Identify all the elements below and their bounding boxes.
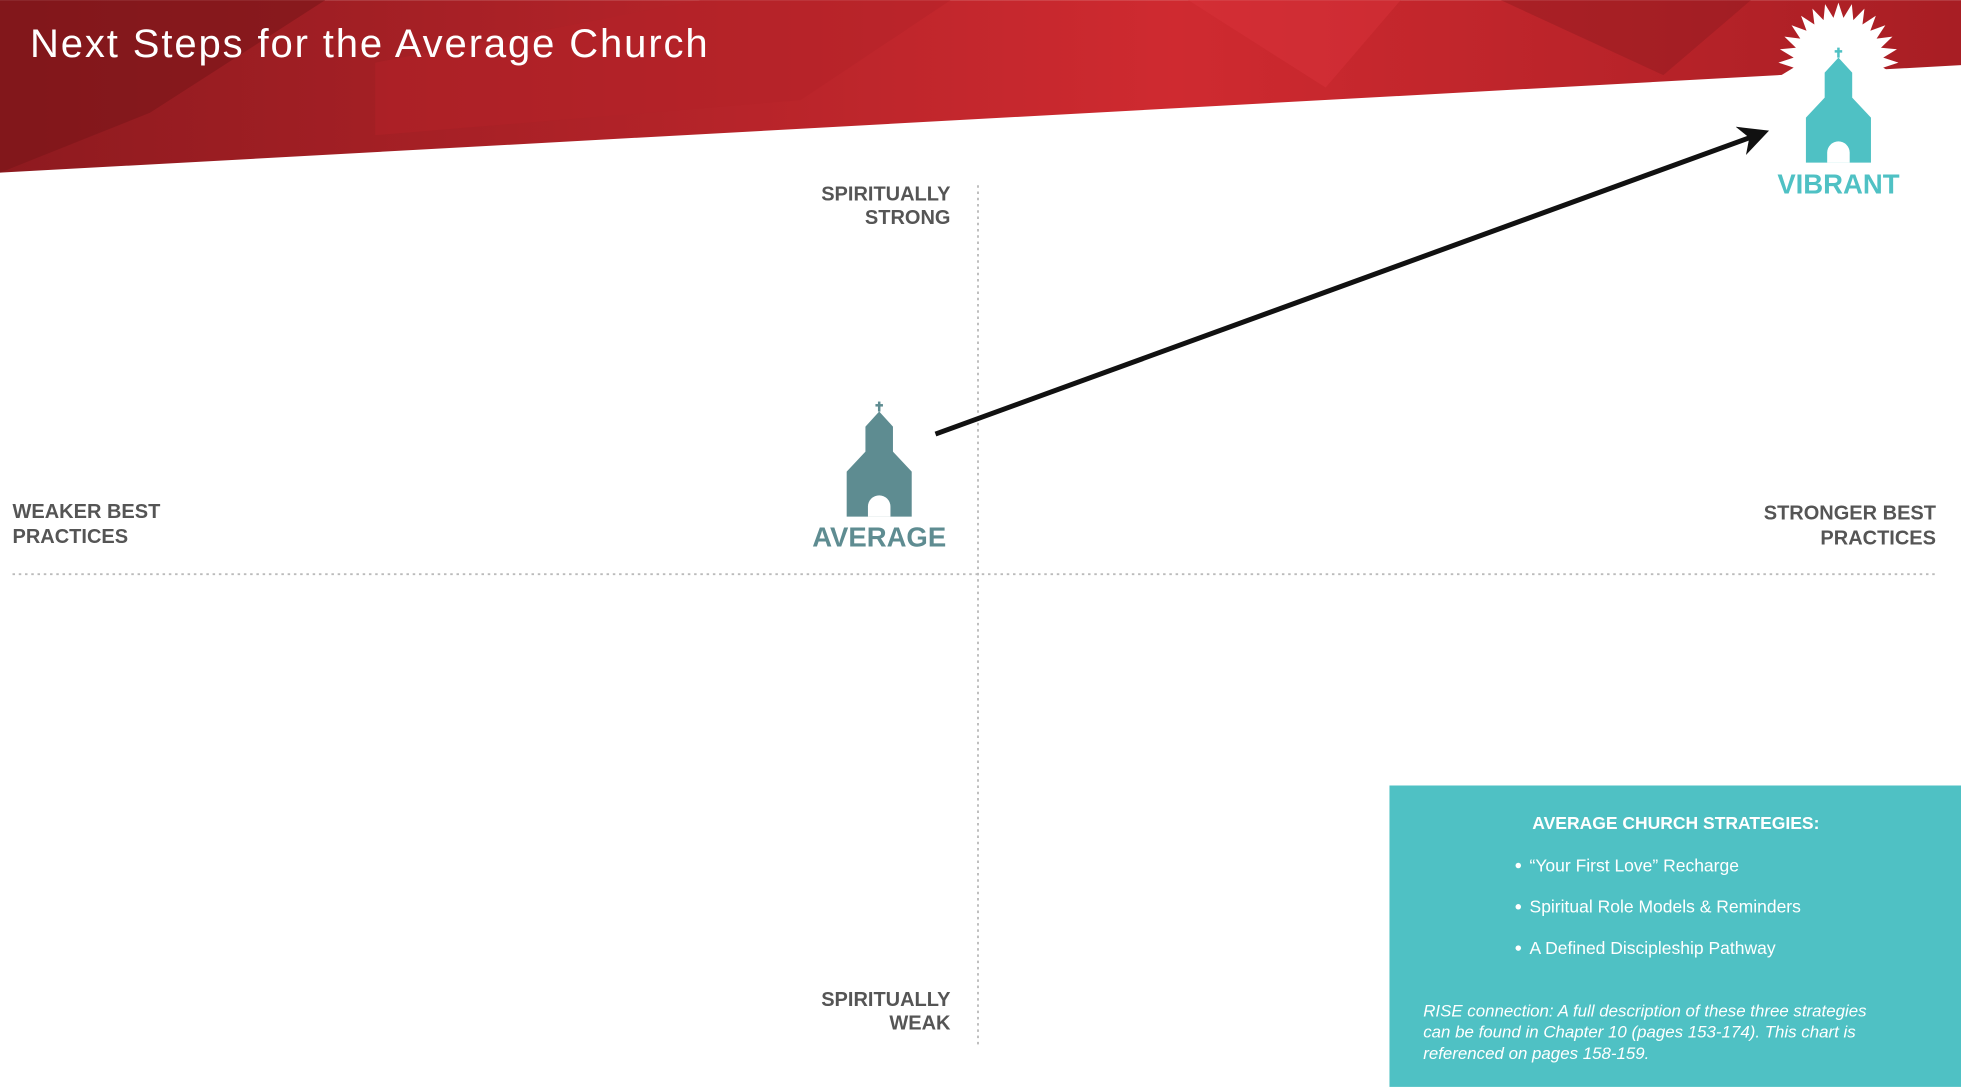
bullet — [1515, 862, 1522, 869]
strategy-item: “Your First Love” Recharge — [1530, 855, 1739, 875]
title: Next Steps for the Average Church — [30, 22, 710, 66]
strategy-item: A Defined Discipleship Pathway — [1530, 938, 1776, 958]
bullet — [1515, 904, 1522, 910]
axis-label: WEAKER BEST — [13, 501, 161, 523]
panel-note: can be found in Chapter 10 (pages 153-17… — [1423, 1023, 1856, 1042]
panel-heading: AVERAGE CHURCH STRATEGIES: — [1532, 813, 1819, 833]
strategy-item: Spiritual Role Models & Reminders — [1530, 897, 1802, 917]
node-label: AVERAGE — [812, 521, 946, 552]
header-band — [0, 0, 1961, 173]
axis-label: STRONGER BEST — [1764, 502, 1936, 524]
axis-label: SPIRITUALLY — [821, 183, 951, 205]
strategy-list: “Your First Love” Recharge Spiritual Rol… — [1515, 855, 1802, 958]
axis-label: PRACTICES — [13, 526, 129, 548]
axis-label: SPIRITUALLY — [821, 989, 951, 1011]
church-icon — [846, 401, 912, 517]
arrow — [934, 126, 1770, 437]
panel-note: referenced on pages 158-159. — [1423, 1044, 1649, 1063]
axis-label: STRONG — [865, 207, 951, 229]
bullet — [1515, 945, 1522, 951]
axis-label: WEAK — [889, 1013, 951, 1035]
panel-note: RISE connection: A full description of t… — [1423, 1001, 1867, 1020]
church-icon — [1805, 47, 1871, 163]
node-label: VIBRANT — [1777, 169, 1899, 200]
strategy-panel — [1389, 785, 1961, 1087]
axis-label: PRACTICES — [1820, 527, 1936, 549]
